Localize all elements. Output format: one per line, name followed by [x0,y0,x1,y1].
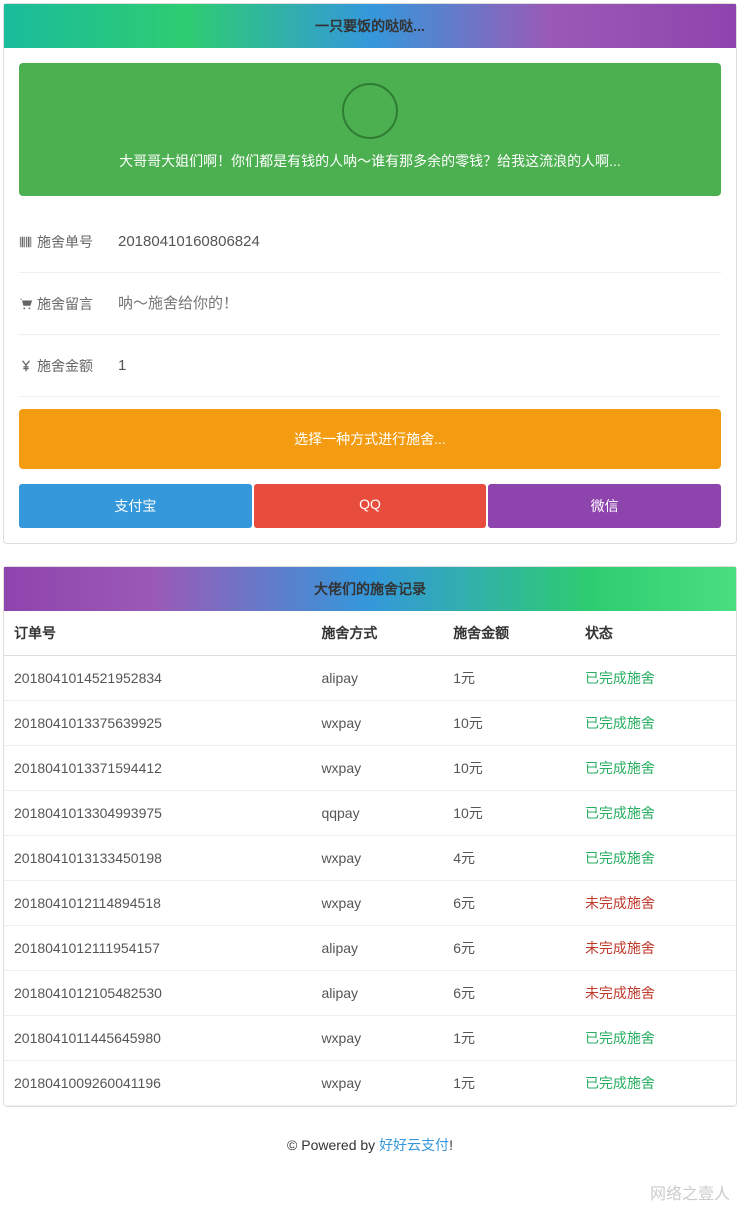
table-row: 2018041014521952834alipay1元已完成施舍 [4,656,736,701]
table-cell: 2018041013133450198 [4,836,311,881]
status-cell: 已完成施舍 [575,791,736,836]
table-cell: 10元 [443,746,575,791]
records-table: 订单号施舍方式施舍金额状态 2018041014521952834alipay1… [4,611,736,1106]
records-header: 大佬们的施舍记录 [4,567,736,611]
table-cell: wxpay [311,1061,443,1106]
table-row: 2018041012114894518wxpay6元未完成施舍 [4,881,736,926]
amount-row: 施舍金额 [4,335,736,396]
order-label-text: 施舍单号 [37,232,93,252]
order-row: 施舍单号 [4,211,736,272]
table-cell: 10元 [443,791,575,836]
table-row: 2018041012111954157alipay6元未完成施舍 [4,926,736,971]
footer-suffix: ! [449,1137,453,1153]
message-row: 施舍留言 [4,273,736,334]
footer-link[interactable]: 好好云支付 [379,1137,449,1153]
status-cell: 未完成施舍 [575,881,736,926]
table-cell: 2018041013371594412 [4,746,311,791]
barcode-icon [19,235,33,249]
records-card: 大佬们的施舍记录 订单号施舍方式施舍金额状态 20180410145219528… [3,566,737,1107]
status-cell: 已完成施舍 [575,746,736,791]
wechat-button[interactable]: 微信 [488,484,721,528]
amount-label-text: 施舍金额 [37,356,93,376]
donation-card: 一只要饭的哒哒... 大哥哥大姐们啊！你们都是有钱的人呐～谁有那多余的零钱？给我… [3,3,737,544]
table-cell: 2018041014521952834 [4,656,311,701]
table-cell: 2018041012114894518 [4,881,311,926]
table-cell: wxpay [311,701,443,746]
table-cell: 2018041013304993975 [4,791,311,836]
status-cell: 已完成施舍 [575,836,736,881]
card-header: 一只要饭的哒哒... [4,4,736,48]
table-cell: 2018041011445645980 [4,1016,311,1061]
table-cell: 2018041012111954157 [4,926,311,971]
table-cell: alipay [311,656,443,701]
table-cell: alipay [311,971,443,1016]
status-cell: 已完成施舍 [575,1061,736,1106]
table-cell: 6元 [443,926,575,971]
table-cell: 6元 [443,881,575,926]
payment-prompt: 选择一种方式进行施舍... [19,409,721,469]
table-cell: 1元 [443,1061,575,1106]
table-row: 2018041012105482530alipay6元未完成施舍 [4,971,736,1016]
table-cell: 4元 [443,836,575,881]
table-cell: 6元 [443,971,575,1016]
yen-icon [19,359,33,373]
table-header: 施舍金额 [443,611,575,656]
table-row: 2018041009260041196wxpay1元已完成施舍 [4,1061,736,1106]
alipay-button[interactable]: 支付宝 [19,484,252,528]
banner-text: 大哥哥大姐们啊！你们都是有钱的人呐～谁有那多余的零钱？给我这流浪的人啊... [34,151,706,171]
table-row: 2018041013375639925wxpay10元已完成施舍 [4,701,736,746]
qq-button[interactable]: QQ [254,484,487,528]
table-header: 施舍方式 [311,611,443,656]
table-cell: 2018041009260041196 [4,1061,311,1106]
footer-prefix: © Powered by [287,1137,379,1153]
order-input[interactable] [114,229,721,254]
status-cell: 未完成施舍 [575,926,736,971]
avatar-ring-icon [342,83,398,139]
table-cell: 1元 [443,656,575,701]
table-cell: 2018041012105482530 [4,971,311,1016]
payment-buttons: 支付宝 QQ 微信 [19,484,721,528]
status-cell: 未完成施舍 [575,971,736,1016]
banner: 大哥哥大姐们啊！你们都是有钱的人呐～谁有那多余的零钱？给我这流浪的人啊... [19,63,721,196]
amount-label: 施舍金额 [19,356,114,376]
table-cell: wxpay [311,1016,443,1061]
footer: © Powered by 好好云支付! [0,1110,740,1180]
message-input[interactable] [114,291,721,316]
status-cell: 已完成施舍 [575,701,736,746]
order-label: 施舍单号 [19,232,114,252]
table-row: 2018041011445645980wxpay1元已完成施舍 [4,1016,736,1061]
table-cell: 2018041013375639925 [4,701,311,746]
table-row: 2018041013371594412wxpay10元已完成施舍 [4,746,736,791]
table-header: 状态 [575,611,736,656]
table-header: 订单号 [4,611,311,656]
message-label-text: 施舍留言 [37,294,93,314]
table-cell: wxpay [311,746,443,791]
cart-icon [19,297,33,311]
message-label: 施舍留言 [19,294,114,314]
status-cell: 已完成施舍 [575,1016,736,1061]
amount-input[interactable] [114,353,721,378]
table-cell: wxpay [311,836,443,881]
table-row: 2018041013133450198wxpay4元已完成施舍 [4,836,736,881]
table-cell: 10元 [443,701,575,746]
status-cell: 已完成施舍 [575,656,736,701]
table-cell: alipay [311,926,443,971]
watermark: 网络之壹人 [0,1180,740,1209]
table-cell: qqpay [311,791,443,836]
table-cell: wxpay [311,881,443,926]
table-cell: 1元 [443,1016,575,1061]
table-row: 2018041013304993975qqpay10元已完成施舍 [4,791,736,836]
